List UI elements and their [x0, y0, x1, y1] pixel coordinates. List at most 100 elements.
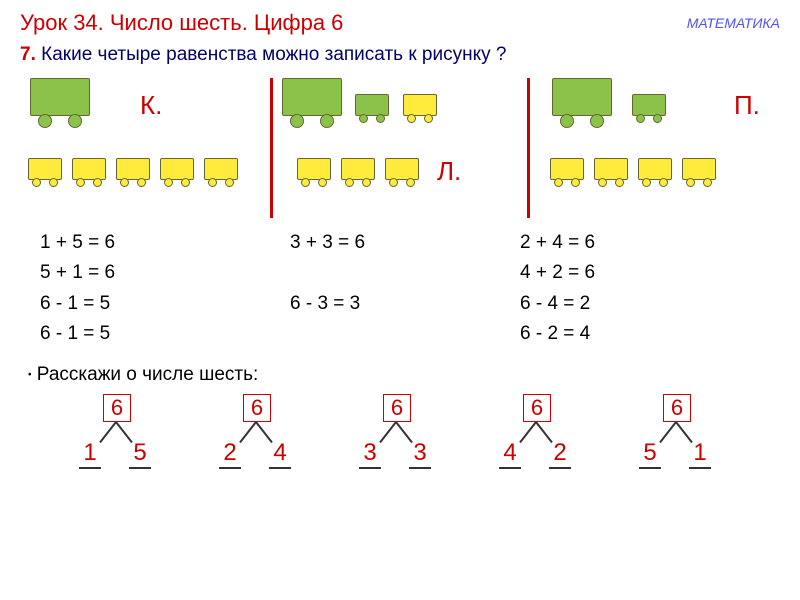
- composition-right-number: 4: [269, 439, 291, 469]
- yellow-small-wagon: [594, 158, 628, 187]
- wheel-icon: [120, 178, 129, 187]
- composition-top-number: 6: [663, 394, 691, 422]
- trains-area: К. Л.: [20, 78, 780, 218]
- green-small-wagon: [632, 94, 666, 123]
- wagon-wheels: [594, 178, 628, 187]
- yellow-small-wagon: [28, 158, 62, 187]
- composition-left-number: 3: [359, 439, 381, 469]
- yellow-small-wagon: [385, 158, 419, 187]
- column-label: Л.: [437, 156, 461, 187]
- wheel-icon: [389, 178, 398, 187]
- wagon-wheels: [403, 114, 437, 123]
- composition-top-number: 6: [523, 394, 551, 422]
- green-big-wagon: [30, 78, 90, 128]
- wagon-body: [682, 158, 716, 180]
- train-column-p: П.: [534, 78, 780, 218]
- composition-item: 6 5 1: [625, 394, 735, 469]
- wagon-body: [355, 94, 389, 116]
- wagon-body: [30, 78, 90, 116]
- wagon-wheels: [550, 178, 584, 187]
- header: Урок 34. Число шесть. Цифра 6 МАТЕМАТИКА: [20, 10, 780, 36]
- wagon-wheels: [385, 178, 419, 187]
- equation-line: 6 - 2 = 4: [520, 319, 760, 349]
- wheel-icon: [76, 178, 85, 187]
- column-label: К.: [140, 90, 162, 121]
- wheel-icon: [68, 114, 82, 128]
- composition-right-number: 2: [549, 439, 571, 469]
- branch-line-left: [99, 421, 117, 443]
- compositions-row: 6 1 5 6 2 4 6 3 3 6 4 2 6 5 1: [20, 394, 780, 469]
- wagon-body: [282, 78, 342, 116]
- wheel-icon: [659, 178, 668, 187]
- yellow-small-wagon: [72, 158, 106, 187]
- wheel-icon: [32, 178, 41, 187]
- yellow-small-wagon: [550, 158, 584, 187]
- composition-right-number: 5: [129, 439, 151, 469]
- equation-line: 2 + 4 = 6: [520, 228, 760, 258]
- composition-item: 6 4 2: [485, 394, 595, 469]
- equation-line: 6 - 3 = 3: [290, 289, 520, 319]
- equations-area: 1 + 5 = 65 + 1 = 66 - 1 = 56 - 1 = 5 3 +…: [20, 228, 780, 350]
- wagon-body: [594, 158, 628, 180]
- wheel-icon: [208, 178, 217, 187]
- branch-line-left: [379, 421, 397, 443]
- wheel-icon: [137, 178, 146, 187]
- wheel-icon: [590, 114, 604, 128]
- wagon-body: [160, 158, 194, 180]
- wheel-icon: [615, 178, 624, 187]
- yellow-small-wagon: [116, 158, 150, 187]
- wagon-wheels: [638, 178, 672, 187]
- wheel-icon: [164, 178, 173, 187]
- equation-line: [290, 258, 520, 288]
- composition-top-number: 6: [383, 394, 411, 422]
- green-small-wagon: [355, 94, 389, 123]
- wagon-wheels: [552, 114, 612, 128]
- wheel-icon: [93, 178, 102, 187]
- branch-line-left: [659, 421, 677, 443]
- wheel-icon: [571, 178, 580, 187]
- wheel-icon: [49, 178, 58, 187]
- wheel-icon: [181, 178, 190, 187]
- composition-top-number: 6: [243, 394, 271, 422]
- green-big-wagon: [552, 78, 612, 128]
- divider-1: [270, 78, 273, 218]
- composition-left-number: 4: [499, 439, 521, 469]
- wagon-wheels: [204, 178, 238, 187]
- composition-item: 6 2 4: [205, 394, 315, 469]
- wheel-icon: [642, 178, 651, 187]
- wagon-wheels: [28, 178, 62, 187]
- wagon-wheels: [282, 114, 342, 128]
- wagon-wheels: [72, 178, 106, 187]
- equation-line: 6 - 1 = 5: [40, 319, 280, 349]
- subject-label: МАТЕМАТИКА: [687, 15, 780, 31]
- composition-item: 6 3 3: [345, 394, 455, 469]
- wheel-icon: [560, 114, 574, 128]
- lesson-title: Урок 34. Число шесть. Цифра 6: [20, 10, 343, 36]
- wagon-body: [638, 158, 672, 180]
- wagon-wheels: [30, 114, 90, 128]
- wagon-body: [385, 158, 419, 180]
- wheel-icon: [38, 114, 52, 128]
- green-big-wagon: [282, 78, 342, 128]
- equation-line: 1 + 5 = 6: [40, 228, 280, 258]
- wheel-icon: [301, 178, 310, 187]
- wheel-icon: [359, 114, 368, 123]
- bullet-dot: •: [28, 369, 32, 380]
- wheel-icon: [362, 178, 371, 187]
- wagon-body: [403, 94, 437, 116]
- composition-right-number: 1: [689, 439, 711, 469]
- wagon-body: [28, 158, 62, 180]
- equations-col-3: 2 + 4 = 64 + 2 = 66 - 4 = 26 - 2 = 4: [520, 228, 760, 350]
- wheel-icon: [318, 178, 327, 187]
- wagon-wheels: [116, 178, 150, 187]
- wagon-wheels: [160, 178, 194, 187]
- composition-top-number: 6: [103, 394, 131, 422]
- equation-line: 6 - 4 = 2: [520, 289, 760, 319]
- wagon-body: [204, 158, 238, 180]
- wheel-icon: [406, 178, 415, 187]
- yellow-small-wagon: [682, 158, 716, 187]
- equation-line: 5 + 1 = 6: [40, 258, 280, 288]
- branch-line-left: [519, 421, 537, 443]
- train-column-k: К.: [20, 78, 266, 218]
- equations-col-2: 3 + 3 = 6 6 - 3 = 3: [280, 228, 520, 350]
